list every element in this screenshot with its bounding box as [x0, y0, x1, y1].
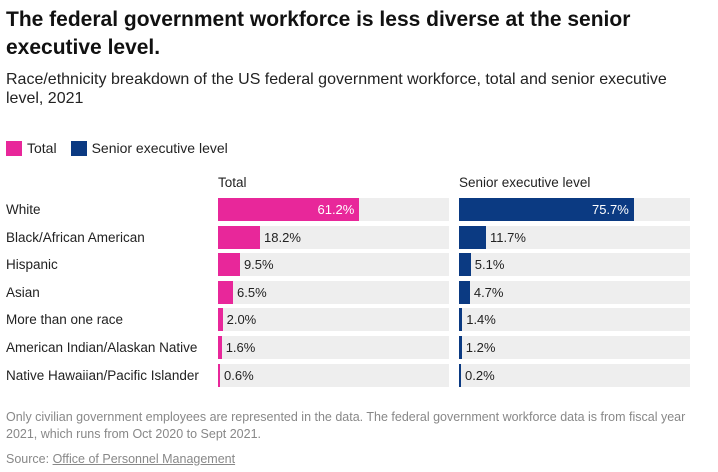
- data-label-total-native-hawaiian-pacific-islander: 0.6%: [224, 367, 254, 383]
- bar-track-senior: 0.2%: [459, 363, 690, 387]
- bar-track-senior: 4.7%: [459, 280, 690, 304]
- bar-total-white: [218, 198, 360, 221]
- panel-title-total: Total: [218, 175, 247, 190]
- bar-total-more-than-one-race: [218, 308, 223, 332]
- chart-title: The federal government workforce is less…: [6, 8, 631, 59]
- data-label-total-black-african-american: 18.2%: [264, 229, 301, 245]
- bar-total-asian: [218, 280, 233, 304]
- category-label-american-indian-alaskan-native: American Indian/Alaskan Native: [6, 340, 198, 355]
- legend-label-total: Total: [27, 140, 57, 156]
- bar-senior-more-than-one-race: [459, 308, 463, 332]
- legend-swatch-total: [6, 140, 22, 156]
- data-label-total-hispanic: 9.5%: [243, 257, 274, 273]
- chart-subtitle: Race/ethnicity breakdown of the US feder…: [6, 71, 667, 107]
- bar-track-total: 61.2%: [218, 198, 449, 221]
- data-label-total-asian: 6.5%: [237, 284, 267, 300]
- bar-senior-american-indian-alaskan-native: [459, 336, 462, 359]
- data-label-total-white: 61.2%: [317, 202, 355, 217]
- source-label: Source:: [6, 452, 50, 466]
- bar-track-senior: 1.4%: [459, 308, 690, 332]
- legend: Total Senior executive level: [6, 139, 242, 157]
- legend-label-senior: Senior executive level: [91, 140, 228, 156]
- data-label-senior-hispanic: 5.1%: [474, 257, 505, 273]
- bar-total-black-african-american: [218, 225, 261, 249]
- category-label-native-hawaiian-pacific-islander: Native Hawaiian/Pacific Islander: [6, 367, 199, 383]
- data-label-senior-american-indian-alaskan-native: 1.2%: [465, 340, 496, 355]
- bar-track-total: 9.5%: [218, 253, 449, 277]
- bar-track-total: 18.2%: [218, 225, 449, 249]
- data-label-senior-white: 75.7%: [591, 202, 629, 217]
- legend-swatch-senior: [70, 140, 87, 156]
- chart-note: Only civilian government employees are r…: [6, 410, 686, 441]
- bar-senior-white: [459, 198, 634, 221]
- category-label-black-african-american: Black/African American: [6, 229, 145, 245]
- bar-track-total: 2.0%: [218, 308, 449, 332]
- bar-senior-native-hawaiian-pacific-islander: [459, 363, 461, 387]
- category-label-asian: Asian: [6, 284, 40, 300]
- bar-track-senior: 5.1%: [459, 253, 690, 277]
- bar-track-senior: 1.2%: [459, 336, 690, 359]
- data-label-senior-more-than-one-race: 1.4%: [466, 312, 496, 328]
- data-label-total-american-indian-alaskan-native: 1.6%: [225, 340, 256, 355]
- bar-senior-hispanic: [459, 253, 471, 277]
- bar-track-total: 6.5%: [218, 280, 449, 304]
- source-line: Source: Office of Personnel Management: [6, 451, 235, 468]
- data-label-senior-native-hawaiian-pacific-islander: 0.2%: [465, 367, 495, 383]
- data-label-total-more-than-one-race: 2.0%: [226, 312, 257, 328]
- bar-track-senior: 11.7%: [459, 225, 690, 249]
- category-label-white: White: [6, 202, 41, 217]
- panel-title-senior: Senior executive level: [459, 175, 591, 190]
- bar-track-total: 0.6%: [218, 363, 449, 387]
- bar-senior-black-african-american: [459, 225, 487, 249]
- bar-total-american-indian-alaskan-native: [218, 336, 222, 359]
- bar-track-total: 1.6%: [218, 336, 449, 359]
- data-label-senior-black-african-american: 11.7%: [490, 229, 526, 245]
- bar-total-native-hawaiian-pacific-islander: [218, 363, 220, 387]
- category-label-more-than-one-race: More than one race: [6, 312, 124, 328]
- bar-total-hispanic: [218, 253, 240, 277]
- source-link[interactable]: Office of Personnel Management: [52, 452, 236, 466]
- data-label-senior-asian: 4.7%: [473, 284, 504, 300]
- category-label-hispanic: Hispanic: [6, 257, 58, 273]
- bar-senior-asian: [459, 280, 470, 304]
- legend-item-total: Total: [6, 140, 57, 156]
- legend-item-senior: Senior executive level: [70, 140, 228, 156]
- bar-track-senior: 75.7%: [459, 198, 690, 221]
